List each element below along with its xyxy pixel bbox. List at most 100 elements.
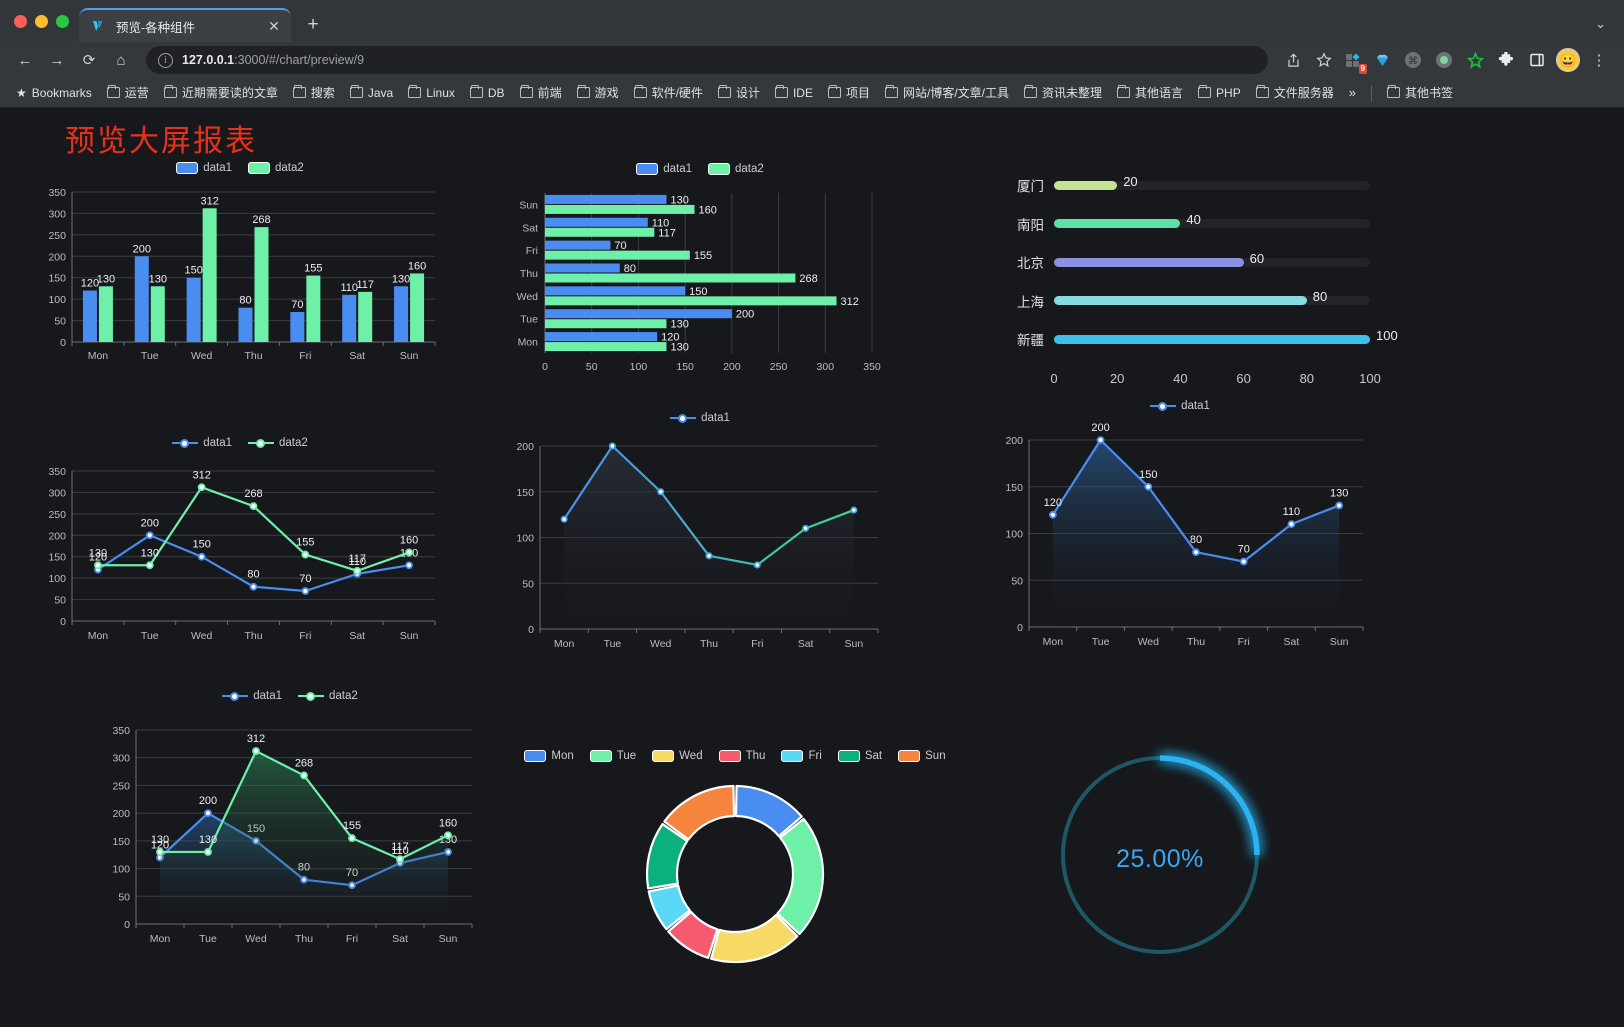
chart-text: Fri xyxy=(526,245,538,257)
tab-list-chevron-down-icon[interactable]: ⌄ xyxy=(1595,16,1606,31)
bookmark-folder-item[interactable]: 设计 xyxy=(712,81,766,104)
forward-arrow-icon[interactable]: → xyxy=(49,51,65,69)
side-panel-icon[interactable] xyxy=(1522,45,1552,75)
legend-item[interactable]: Mon xyxy=(524,750,574,762)
bookmark-folder-item[interactable]: 网站/博客/文章/工具 xyxy=(879,81,1015,104)
close-tab-button[interactable]: ✕ xyxy=(268,17,280,34)
pie-slice[interactable] xyxy=(645,822,689,890)
new-tab-button[interactable]: + xyxy=(307,14,319,35)
chart-text: Thu xyxy=(700,638,718,650)
chart-text: 150 xyxy=(1005,482,1023,494)
legend-item[interactable]: data1 xyxy=(670,412,730,424)
bookmark-folder-item[interactable]: 其他语言 xyxy=(1111,81,1189,104)
bar xyxy=(134,256,149,342)
bookmark-star-icon[interactable] xyxy=(1309,45,1339,75)
command-key-icon[interactable]: ⌘ xyxy=(1398,45,1428,75)
bookmark-folder-item[interactable]: Java xyxy=(344,83,399,103)
bookmark-folder-item[interactable]: 近期需要读的文章 xyxy=(158,81,284,104)
pie-slice[interactable] xyxy=(776,817,825,936)
legend-item[interactable]: Sat xyxy=(837,750,882,762)
legend-item[interactable]: Wed xyxy=(652,750,703,762)
area-fill xyxy=(564,446,854,629)
bookmark-folder-item[interactable]: IDE xyxy=(769,83,819,103)
bar xyxy=(358,291,373,342)
bookmark-folder-item[interactable]: 前端 xyxy=(514,81,568,104)
share-icon[interactable] xyxy=(1278,45,1308,75)
browser-tab[interactable]: 预览-各种组件 ✕ xyxy=(79,8,291,42)
legend-item[interactable]: data2 xyxy=(708,163,764,175)
bar xyxy=(290,312,305,342)
pie-slice[interactable] xyxy=(667,910,719,959)
folder-icon xyxy=(1386,84,1400,98)
legend-item[interactable]: data2 xyxy=(248,162,304,174)
circle-extension-icon[interactable] xyxy=(1429,45,1459,75)
chart-progress-bars: 厦门 20 南阳 40 北京 60 上海 80 新疆 100 0 20 40 60 80 100 xyxy=(1000,166,1398,389)
chart-text: 155 xyxy=(296,537,314,549)
window-controls xyxy=(8,0,79,42)
chart-text: 300 xyxy=(48,208,66,220)
reload-icon[interactable]: ⟳ xyxy=(82,52,96,69)
bookmark-folder-item[interactable]: 项目 xyxy=(822,81,876,104)
bar xyxy=(545,217,648,227)
legend-swatch xyxy=(589,750,612,762)
minimize-window-button[interactable] xyxy=(35,14,48,28)
bookmark-folder-item[interactable]: 文件服务器 xyxy=(1250,81,1340,104)
bookmark-folder-item[interactable]: 搜索 xyxy=(287,81,341,104)
bookmark-folder-label: 前端 xyxy=(537,86,562,100)
legend-item[interactable]: Thu xyxy=(718,750,765,762)
pie-slice[interactable] xyxy=(663,784,736,841)
chart-text: 268 xyxy=(244,488,262,500)
legend-item[interactable]: data2 xyxy=(248,437,308,449)
close-window-button[interactable] xyxy=(14,14,27,28)
legend-item[interactable]: data2 xyxy=(298,690,358,702)
legend-item[interactable]: Fri xyxy=(781,750,822,762)
legend-item[interactable]: data1 xyxy=(172,437,232,449)
green-star-icon[interactable] xyxy=(1460,45,1490,75)
legend-item[interactable]: data1 xyxy=(176,162,232,174)
legend-item[interactable]: Tue xyxy=(589,750,636,762)
browser-menu-icon[interactable]: ⋮ xyxy=(1591,52,1607,69)
pie-slice[interactable] xyxy=(647,884,691,931)
bookmark-folder-item[interactable]: PHP xyxy=(1192,83,1247,103)
bookmark-folder-item[interactable]: 游戏 xyxy=(571,81,625,104)
site-info-icon[interactable]: i xyxy=(158,52,173,68)
bookmark-folder-item[interactable]: 资讯未整理 xyxy=(1018,81,1108,104)
diamond-icon[interactable] xyxy=(1367,45,1397,75)
chart-text: 0 xyxy=(60,616,66,628)
bookmarks-label: Bookmarks xyxy=(31,85,92,100)
chart-text: 160 xyxy=(400,534,418,546)
bookmark-folder-item[interactable]: Linux xyxy=(402,83,461,103)
pie-slice[interactable] xyxy=(710,913,799,964)
chart-text: 130 xyxy=(89,547,107,559)
extension-icon-1[interactable]: 9 xyxy=(1340,47,1367,74)
folder-icon xyxy=(1117,84,1131,98)
bookmarks-overflow-button[interactable]: » xyxy=(1348,85,1356,100)
legend-item[interactable]: data1 xyxy=(1150,400,1210,412)
back-arrow-icon[interactable]: ← xyxy=(17,51,33,69)
axis-tick-label: 100 xyxy=(1359,370,1381,386)
other-bookmarks-item[interactable]: 其他书签 xyxy=(1381,81,1459,104)
legend-item[interactable]: Sun xyxy=(898,750,946,762)
avatar-emoji: 😀 xyxy=(1556,48,1580,72)
progress-fill xyxy=(1054,334,1370,344)
avatar[interactable]: 😀 xyxy=(1553,45,1583,75)
bar xyxy=(545,240,611,250)
maximize-window-button[interactable] xyxy=(56,14,69,28)
chart-text: 80 xyxy=(1190,534,1202,546)
puzzle-extensions-icon[interactable] xyxy=(1491,45,1521,75)
bookmark-folder-item[interactable]: DB xyxy=(464,83,511,103)
bookmark-folder-item[interactable]: 软件/硬件 xyxy=(628,81,709,104)
chart-area-single: data1 0 50 100 150 200 Mon Tue Wed Thu Fri Sat Sun 1… xyxy=(985,396,1375,706)
legend-item[interactable]: data1 xyxy=(636,163,692,175)
bookmarks-manager-item[interactable]: ★ Bookmarks xyxy=(10,83,98,103)
chart-text: Mon xyxy=(150,933,171,945)
legend-item[interactable]: data1 xyxy=(222,690,282,702)
folder-icon xyxy=(774,84,788,98)
pie-slice[interactable] xyxy=(734,784,803,838)
tab-title: 预览-各种组件 xyxy=(116,20,196,35)
bookmark-folder-item[interactable]: 运营 xyxy=(101,81,155,104)
home-icon[interactable]: ⌂ xyxy=(116,51,126,69)
address-bar[interactable]: i 127.0.0.1:3000/#/chart/preview/9 xyxy=(146,46,1268,74)
legend-label: data1 xyxy=(203,162,232,174)
progress-track: 20 xyxy=(1054,174,1370,190)
